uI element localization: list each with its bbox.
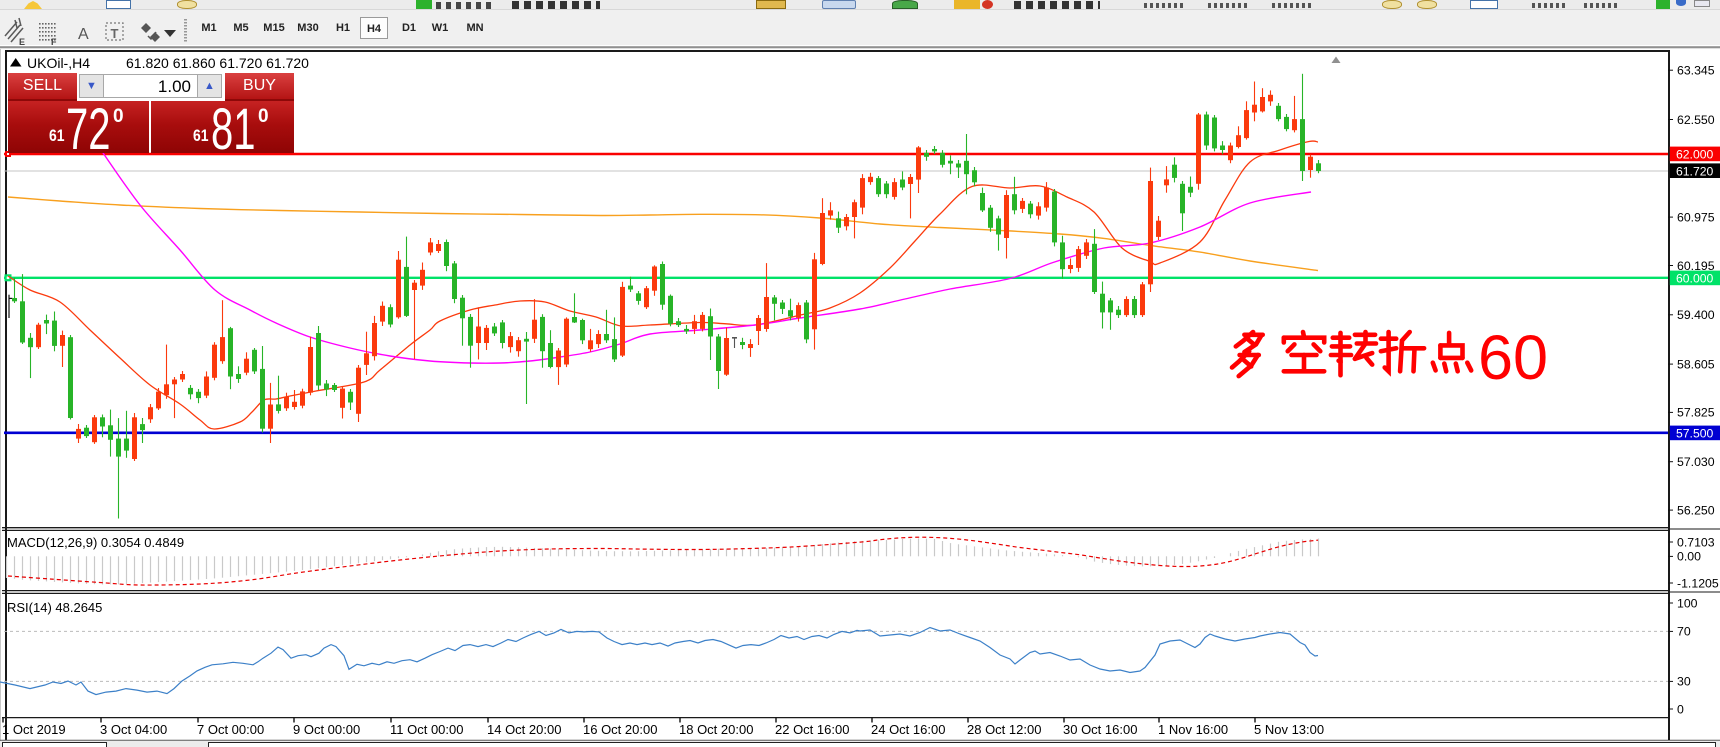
- svg-text:58.605: 58.605: [1677, 357, 1715, 371]
- svg-text:59.400: 59.400: [1677, 308, 1715, 322]
- svg-text:MACD(12,26,9) 0.3054 0.4849: MACD(12,26,9) 0.3054 0.4849: [7, 535, 184, 550]
- svg-text:UKOil-,H4: UKOil-,H4: [27, 55, 90, 71]
- svg-text:1 Nov 16:00: 1 Nov 16:00: [1158, 722, 1228, 737]
- svg-text:0.7103: 0.7103: [1677, 535, 1715, 549]
- svg-text:30 Oct 16:00: 30 Oct 16:00: [1063, 722, 1137, 737]
- svg-text:11 Oct 00:00: 11 Oct 00:00: [390, 722, 463, 737]
- svg-text:RSI(14) 48.2645: RSI(14) 48.2645: [7, 600, 102, 615]
- svg-text:T: T: [111, 26, 119, 41]
- svg-text:62.550: 62.550: [1677, 113, 1715, 127]
- svg-text:E: E: [19, 37, 25, 46]
- svg-text:1 Oct 2019: 1 Oct 2019: [2, 722, 66, 737]
- svg-text:56.250: 56.250: [1677, 503, 1715, 517]
- svg-text:14 Oct 20:00: 14 Oct 20:00: [487, 722, 561, 737]
- svg-text:24 Oct 16:00: 24 Oct 16:00: [871, 722, 945, 737]
- svg-text:100: 100: [1677, 596, 1698, 610]
- svg-text:9 Oct 00:00: 9 Oct 00:00: [293, 722, 360, 737]
- svg-text:28 Oct 12:00: 28 Oct 12:00: [967, 722, 1041, 737]
- svg-text:60.975: 60.975: [1677, 210, 1715, 224]
- svg-text:70: 70: [1677, 625, 1691, 639]
- svg-text:-1.1205: -1.1205: [1677, 576, 1719, 590]
- svg-text:3 Oct 04:00: 3 Oct 04:00: [100, 722, 167, 737]
- svg-text:22 Oct 16:00: 22 Oct 16:00: [775, 722, 849, 737]
- svg-text:57.500: 57.500: [1676, 427, 1713, 441]
- svg-text:57.825: 57.825: [1677, 406, 1715, 420]
- svg-text:57.030: 57.030: [1677, 455, 1715, 469]
- svg-text:A: A: [78, 26, 89, 43]
- svg-text:7 Oct 00:00: 7 Oct 00:00: [197, 722, 264, 737]
- svg-text:62.000: 62.000: [1676, 148, 1713, 162]
- svg-text:0.00: 0.00: [1677, 550, 1701, 564]
- svg-text:5 Nov 13:00: 5 Nov 13:00: [1254, 722, 1324, 737]
- svg-text:F: F: [51, 37, 57, 46]
- svg-text:16 Oct 20:00: 16 Oct 20:00: [583, 722, 657, 737]
- svg-text:60.000: 60.000: [1676, 272, 1713, 286]
- svg-text:61.820 61.860 61.720 61.720: 61.820 61.860 61.720 61.720: [126, 55, 309, 71]
- svg-text:61.720: 61.720: [1676, 164, 1713, 178]
- svg-text:30: 30: [1677, 675, 1691, 689]
- svg-text:60.195: 60.195: [1677, 259, 1715, 273]
- svg-text:18 Oct 20:00: 18 Oct 20:00: [679, 722, 753, 737]
- svg-text:0: 0: [1677, 702, 1684, 716]
- svg-text:60: 60: [1478, 323, 1548, 393]
- svg-text:63.345: 63.345: [1677, 64, 1715, 78]
